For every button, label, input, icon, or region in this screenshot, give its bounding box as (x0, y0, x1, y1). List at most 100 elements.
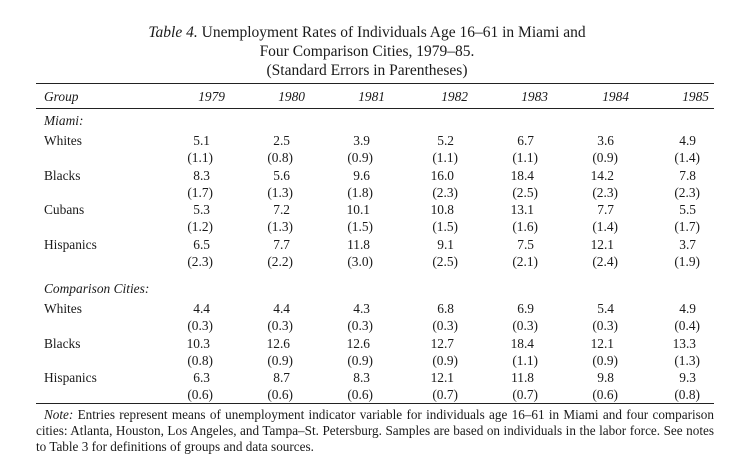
rate-value: 3.7 (679, 236, 696, 252)
rate-value: 13.1 (510, 202, 534, 218)
year-header: 1983 (521, 89, 548, 104)
standard-error-value: (0.9) (592, 352, 618, 368)
table-row: Blacks 8.3 5.6 9.6 16.0 18.4 14.2 7.8 (0, 167, 734, 184)
standard-error-value: (0.9) (347, 150, 373, 165)
rate-value: 5.4 (597, 301, 614, 316)
group-label: Whites (44, 133, 82, 148)
rate-value: 12.6 (346, 335, 370, 351)
standard-error-value: (0.6) (267, 387, 293, 403)
rate-value: 5.3 (193, 202, 210, 218)
year-header: 1979 (198, 89, 225, 104)
header-row: Group 1979 1980 1981 1982 1983 1984 1985 (0, 88, 734, 105)
rate-value: 5.6 (273, 167, 290, 183)
standard-error-value: (0.3) (187, 318, 213, 333)
table-label: Table 4. (148, 24, 198, 41)
rate-value: 12.7 (430, 335, 454, 351)
table-row: Whites 4.4 4.4 4.3 6.8 6.9 5.4 4.9 (0, 300, 734, 317)
year-header: 1984 (602, 89, 629, 104)
standard-error-value: (0.6) (347, 387, 373, 403)
header-rule (36, 108, 714, 109)
standard-error-value: (2.2) (267, 253, 293, 269)
group-label: Hispanics (44, 236, 97, 252)
top-rule (36, 83, 714, 84)
standard-error-value: (0.8) (674, 387, 700, 403)
rate-value: 7.2 (273, 202, 290, 218)
standard-error-value: (1.2) (187, 219, 213, 235)
standard-error-value: (0.7) (512, 387, 538, 403)
standard-error-value: (0.8) (267, 150, 293, 165)
standard-error-value: (0.3) (432, 318, 458, 333)
rate-value: 7.5 (517, 236, 534, 252)
standard-error-value: (1.7) (187, 184, 213, 200)
group-label: Blacks (44, 167, 81, 183)
standard-error-value: (1.1) (512, 150, 538, 165)
standard-error-value: (0.9) (432, 352, 458, 368)
rate-value: 8.3 (193, 167, 210, 183)
bottom-rule (36, 403, 714, 404)
rate-value: 8.3 (353, 370, 370, 386)
standard-error-value: (1.3) (267, 219, 293, 235)
table-row: Cubans 5.3 7.2 10.1 10.8 13.1 7.7 5.5 (0, 201, 734, 218)
group-header: Group (44, 89, 79, 104)
standard-error-row: (1.2) (1.3) (1.5) (1.5) (1.6) (1.4) (1.7) (0, 218, 734, 235)
rate-value: 18.4 (510, 335, 534, 351)
table-note: Note: Entries represent means of unemplo… (36, 407, 714, 455)
rate-value: 12.1 (430, 370, 454, 386)
standard-error-value: (1.1) (512, 352, 538, 368)
rate-value: 16.0 (430, 167, 454, 183)
rate-value: 3.9 (353, 133, 370, 148)
standard-error-value: (0.9) (267, 352, 293, 368)
standard-error-value: (1.4) (674, 150, 700, 165)
year-header: 1985 (682, 89, 709, 104)
rate-value: 6.8 (437, 301, 454, 316)
standard-error-value: (0.3) (267, 318, 293, 333)
rate-value: 18.4 (510, 167, 534, 183)
note-label: Note: (44, 407, 74, 422)
standard-error-value: (1.9) (674, 253, 700, 269)
standard-error-value: (0.9) (347, 352, 373, 368)
standard-error-row: (0.3) (0.3) (0.3) (0.3) (0.3) (0.3) (0.4) (0, 317, 734, 334)
standard-error-value: (0.6) (187, 387, 213, 403)
standard-error-value: (1.5) (432, 219, 458, 235)
rate-value: 7.7 (597, 202, 614, 218)
group-label: Blacks (44, 335, 81, 351)
standard-error-value: (1.8) (347, 184, 373, 200)
rate-value: 7.7 (273, 236, 290, 252)
standard-error-value: (0.4) (674, 318, 700, 333)
rate-value: 6.9 (517, 301, 534, 316)
standard-error-value: (2.3) (187, 253, 213, 269)
standard-error-value: (0.3) (512, 318, 538, 333)
rate-value: 5.1 (193, 133, 210, 148)
rate-value: 6.3 (193, 370, 210, 386)
rate-value: 9.1 (437, 236, 454, 252)
rate-value: 9.8 (597, 370, 614, 386)
rate-value: 11.8 (347, 236, 370, 252)
year-header: 1980 (278, 89, 305, 104)
rate-value: 6.5 (193, 236, 210, 252)
standard-error-value: (3.0) (347, 253, 373, 269)
rate-value: 5.5 (679, 202, 696, 218)
rate-value: 5.2 (437, 133, 454, 148)
rate-value: 7.8 (679, 167, 696, 183)
section-label: Miami: (44, 113, 84, 128)
standard-error-value: (1.3) (267, 184, 293, 200)
standard-error-value: (2.3) (592, 184, 618, 200)
standard-error-value: (1.3) (674, 352, 700, 368)
title-line-1: Table 4. Unemployment Rates of Individua… (0, 23, 734, 42)
section-label-row: Miami: (0, 112, 734, 129)
standard-error-value: (2.3) (432, 184, 458, 200)
rate-value: 10.8 (430, 202, 454, 218)
standard-error-value: (2.5) (432, 253, 458, 269)
standard-error-value: (2.5) (512, 184, 538, 200)
rate-value: 11.8 (511, 370, 534, 386)
rate-value: 4.9 (679, 301, 696, 316)
standard-error-value: (0.3) (347, 318, 373, 333)
section-label-row: Comparison Cities: (0, 280, 734, 297)
standard-error-value: (2.3) (674, 184, 700, 200)
rate-value: 12.1 (590, 236, 614, 252)
standard-error-value: (0.3) (592, 318, 618, 333)
standard-error-value: (0.7) (432, 387, 458, 403)
standard-error-value: (1.4) (592, 219, 618, 235)
standard-error-row: (0.6) (0.6) (0.6) (0.7) (0.7) (0.6) (0.8) (0, 386, 734, 403)
